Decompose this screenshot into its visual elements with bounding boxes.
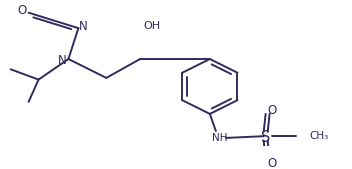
Text: N: N bbox=[58, 54, 67, 67]
Text: NH: NH bbox=[212, 133, 228, 143]
Text: N: N bbox=[79, 20, 88, 33]
Text: CH₃: CH₃ bbox=[309, 131, 329, 141]
Text: O: O bbox=[267, 104, 276, 117]
Text: OH: OH bbox=[144, 21, 161, 31]
Text: O: O bbox=[267, 157, 276, 169]
Text: S: S bbox=[261, 130, 270, 145]
Text: O: O bbox=[17, 5, 26, 17]
